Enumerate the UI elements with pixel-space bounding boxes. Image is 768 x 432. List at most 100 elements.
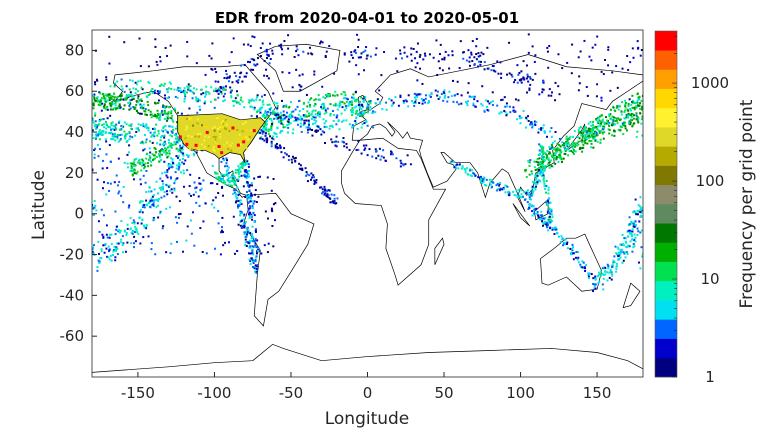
data-point [577,261,580,264]
data-point [319,186,322,189]
data-point [236,168,239,171]
data-point [258,131,261,134]
data-point [280,130,283,133]
data-point [153,131,156,134]
data-point [123,90,126,93]
coastline-greenland [256,43,341,92]
data-point [477,65,480,68]
data-point [513,81,516,84]
data-point [223,76,226,79]
data-point [635,114,638,117]
data-point [541,154,544,157]
data-point [586,142,589,145]
data-point [542,81,545,84]
data-point [267,114,270,117]
data-point [245,175,248,178]
data-point [256,115,259,118]
data-point [284,126,287,129]
data-point [479,63,482,66]
data-point [204,100,207,103]
data-point [264,115,267,118]
data-point [145,225,148,228]
data-point [627,121,630,124]
data-point [546,224,549,227]
data-point [341,106,344,109]
data-point [230,51,233,54]
data-point [542,222,545,225]
data-point [560,158,563,161]
data-point [314,102,317,105]
data-point [302,107,305,110]
data-point [178,162,181,165]
data-point [137,97,140,100]
data-point [562,145,565,148]
data-point [114,104,117,107]
data-point [152,216,155,219]
data-point [529,75,532,78]
data-point [627,230,630,233]
data-point [627,235,630,238]
data-point [148,81,151,84]
data-point [145,127,148,130]
data-point [614,245,617,248]
data-point [451,79,454,82]
data-point [399,94,402,97]
data-point [145,113,148,116]
data-point [118,190,121,193]
data-point [416,95,419,98]
data-point [219,136,222,139]
data-point [253,106,256,109]
data-point [294,160,297,163]
data-point [375,47,378,50]
data-point [381,108,384,111]
data-point [129,101,132,104]
data-point [552,147,555,150]
data-point [299,115,302,118]
data-point [591,46,594,49]
data-point [309,113,312,116]
data-point [579,263,582,266]
data-point [265,129,268,132]
data-point [508,192,511,195]
data-point [163,110,166,113]
data-point [584,135,587,138]
data-point [108,189,111,192]
data-point [369,100,372,103]
data-point [514,98,517,101]
data-point [257,249,260,252]
data-point [94,100,97,103]
data-point [150,89,153,92]
data-point [631,125,634,128]
data-point [628,229,631,232]
data-point [237,206,240,209]
data-point [187,155,190,158]
x-tick-label: -100 [197,384,231,402]
data-point [281,118,284,121]
data-point [115,123,118,126]
data-point [221,122,224,125]
data-point [165,147,168,150]
data-point [216,138,219,141]
data-point [163,191,166,194]
data-point [166,169,169,172]
data-point [282,123,285,126]
data-point [222,231,225,234]
data-point [592,132,595,135]
data-point [164,46,167,49]
data-point [639,102,642,105]
data-point [615,65,618,68]
data-point [410,53,413,56]
data-point [225,170,228,173]
data-point [569,247,572,250]
data-point [248,101,251,104]
data-point [220,173,223,176]
data-point [162,143,165,146]
data-point [241,80,244,83]
data-point [248,194,251,197]
data-point [173,88,176,91]
data-point [481,182,484,185]
data-point [247,43,250,46]
data-point [545,179,548,182]
data-point [175,147,178,150]
data-point [238,171,241,174]
